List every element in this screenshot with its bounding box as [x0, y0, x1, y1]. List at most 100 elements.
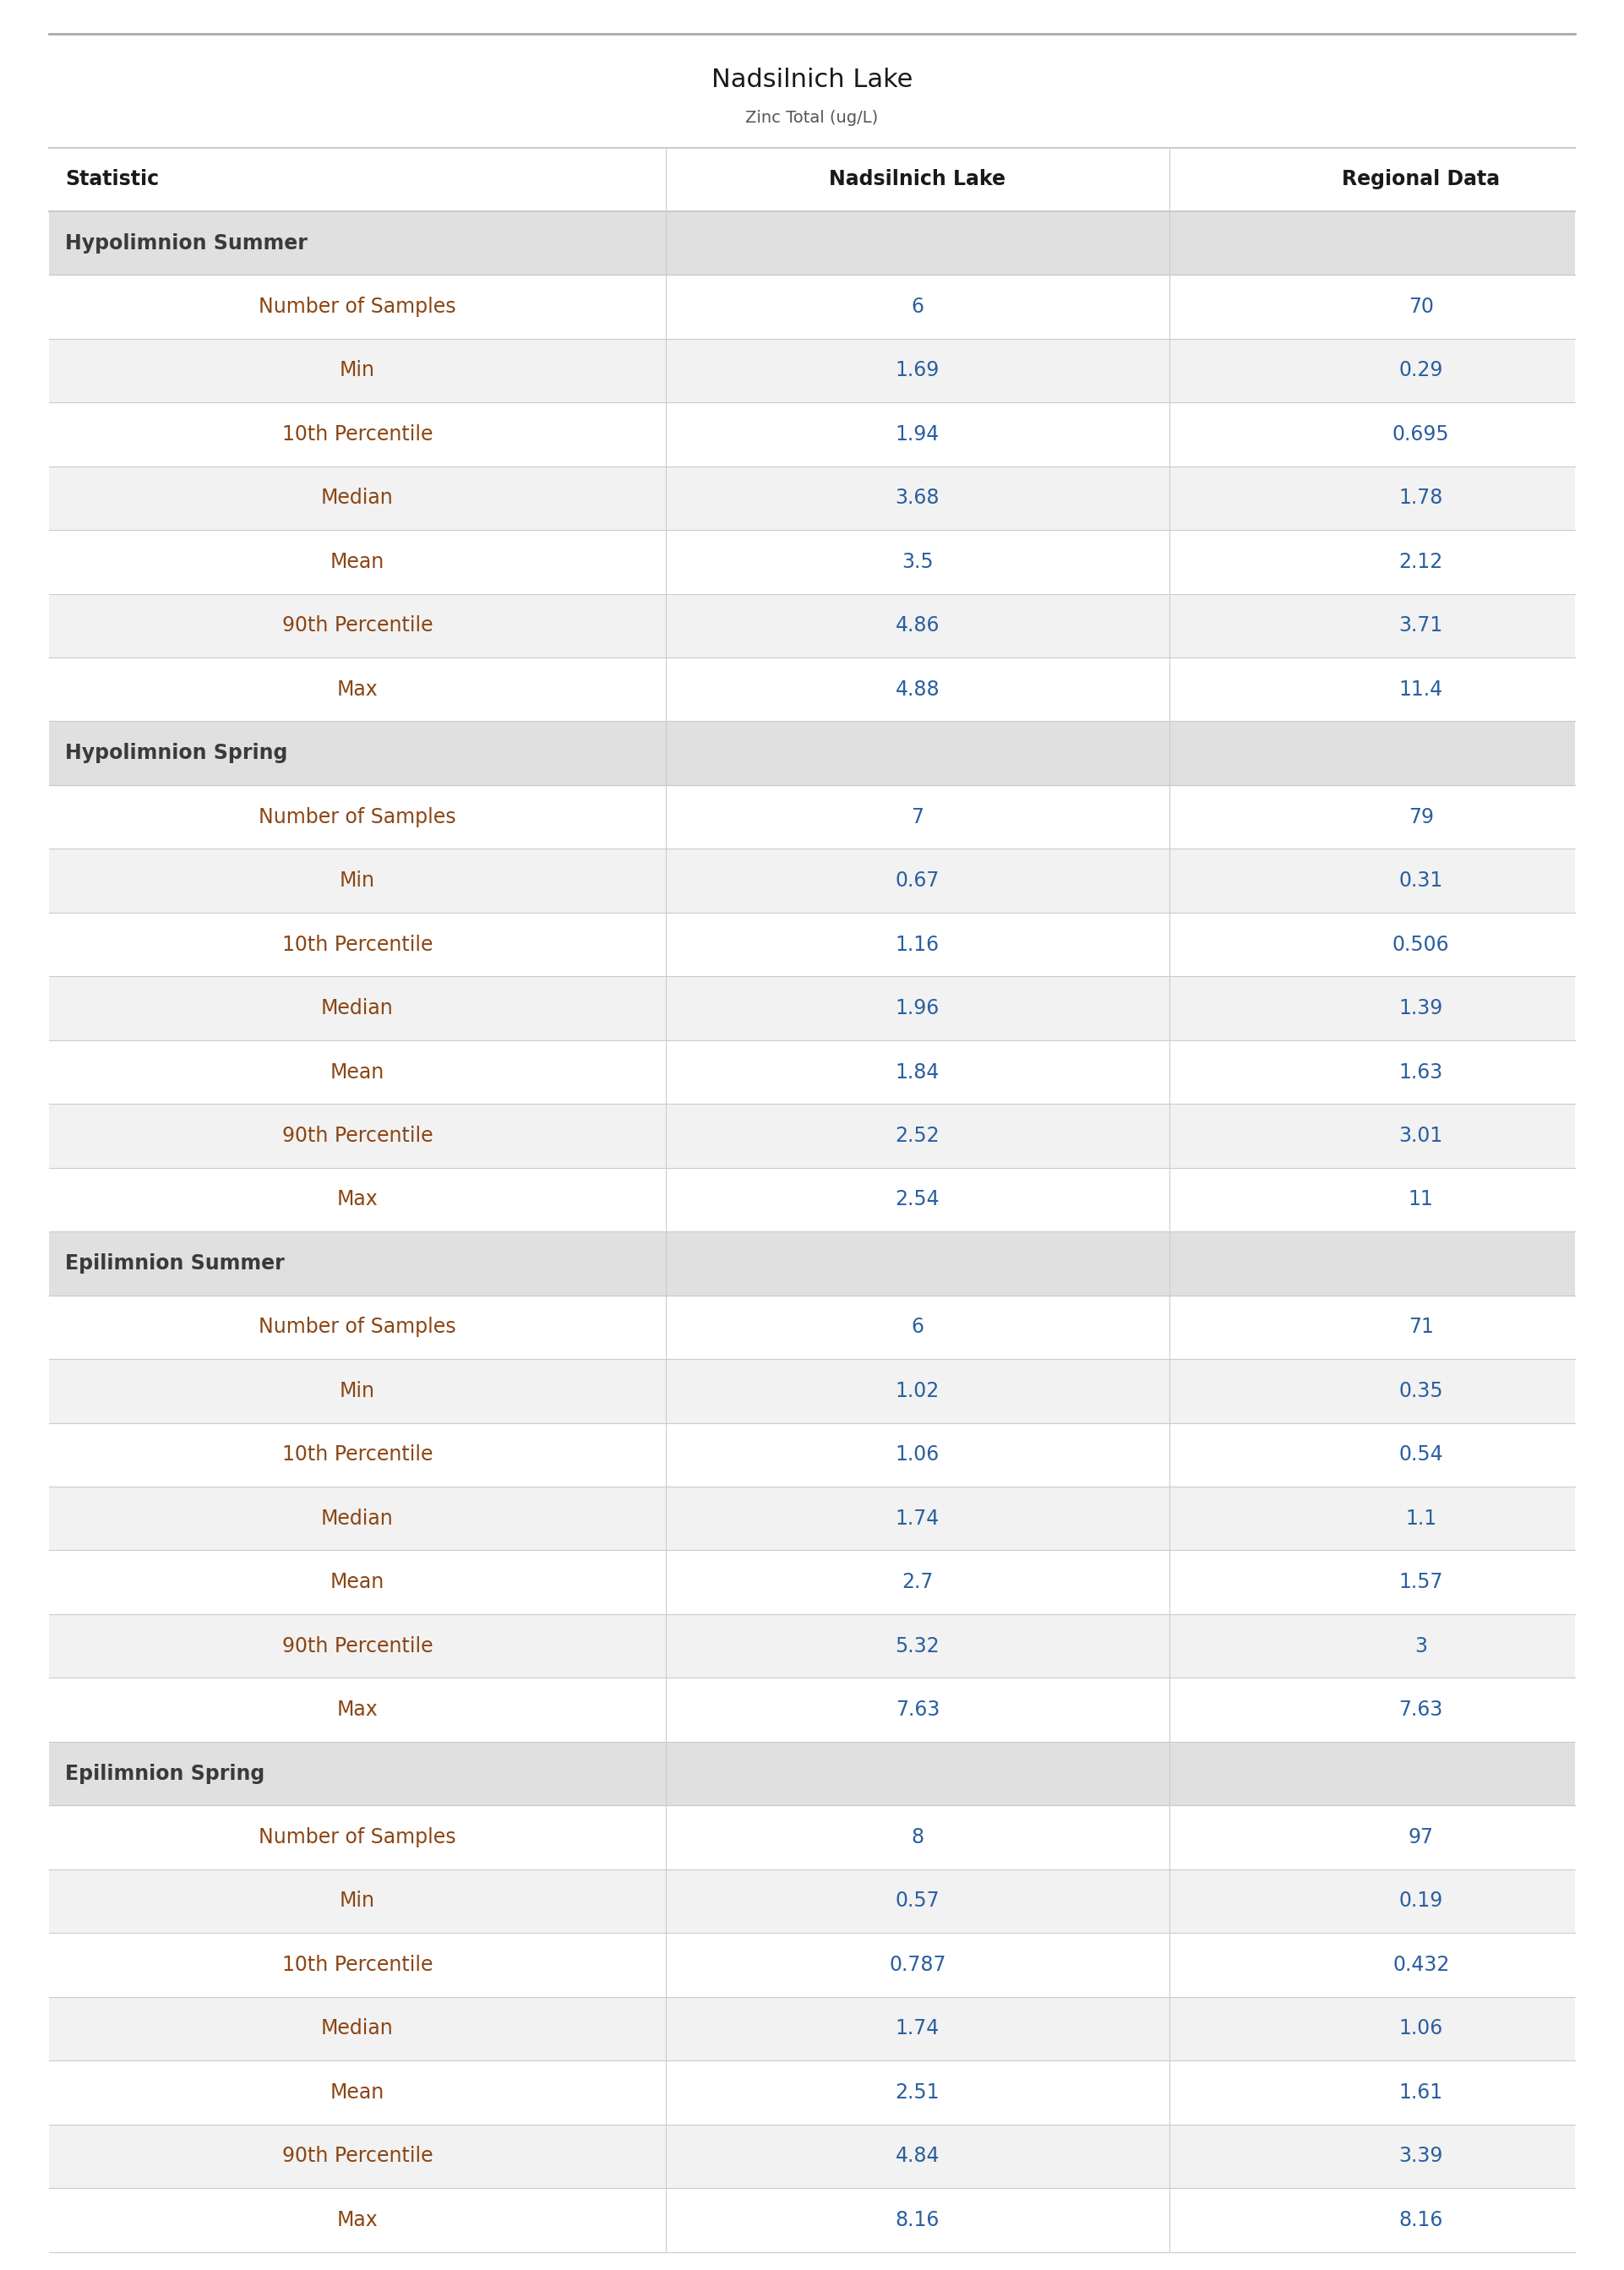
Text: Min: Min — [339, 872, 375, 890]
Text: 11: 11 — [1408, 1189, 1434, 1210]
Text: 2.7: 2.7 — [901, 1573, 934, 1591]
Bar — [49, 1040, 1575, 1103]
Text: 90th Percentile: 90th Percentile — [283, 1637, 432, 1657]
Bar — [49, 2188, 1575, 2252]
Text: Regional Data: Regional Data — [1341, 170, 1501, 188]
Text: 1.63: 1.63 — [1398, 1062, 1444, 1083]
Text: Min: Min — [339, 361, 375, 381]
Text: Number of Samples: Number of Samples — [258, 806, 456, 826]
Bar — [49, 1614, 1575, 1678]
Text: Number of Samples: Number of Samples — [258, 1317, 456, 1337]
Bar — [49, 1296, 1575, 1360]
Text: Hypolimnion Spring: Hypolimnion Spring — [65, 742, 287, 763]
Text: 1.84: 1.84 — [895, 1062, 940, 1083]
Bar — [49, 1805, 1575, 1868]
Bar — [49, 529, 1575, 595]
Text: 4.84: 4.84 — [895, 2145, 940, 2166]
Text: 0.29: 0.29 — [1398, 361, 1444, 381]
Text: 1.74: 1.74 — [895, 1507, 940, 1528]
Bar — [49, 913, 1575, 976]
Bar — [49, 338, 1575, 402]
Bar — [49, 2125, 1575, 2188]
Text: Mean: Mean — [330, 1062, 385, 1083]
Text: 8: 8 — [911, 1827, 924, 1848]
Text: 0.57: 0.57 — [895, 1891, 940, 1911]
Text: 1.1: 1.1 — [1405, 1507, 1437, 1528]
Text: Zinc Total (ug/L): Zinc Total (ug/L) — [745, 109, 879, 127]
Text: 3.68: 3.68 — [895, 488, 940, 508]
Text: 3.5: 3.5 — [901, 552, 934, 572]
Bar — [49, 1550, 1575, 1614]
Text: 3.39: 3.39 — [1398, 2145, 1444, 2166]
Text: Epilimnion Spring: Epilimnion Spring — [65, 1764, 265, 1784]
Text: 0.35: 0.35 — [1398, 1380, 1444, 1401]
Text: 4.88: 4.88 — [895, 679, 940, 699]
Text: 0.787: 0.787 — [888, 1954, 947, 1975]
Text: 7.63: 7.63 — [895, 1700, 940, 1721]
Bar — [49, 1167, 1575, 1233]
Text: 79: 79 — [1408, 806, 1434, 826]
Text: Max: Max — [336, 1189, 378, 1210]
Text: Median: Median — [322, 1507, 393, 1528]
Text: 97: 97 — [1408, 1827, 1434, 1848]
Text: 1.61: 1.61 — [1398, 2082, 1444, 2102]
Text: 1.96: 1.96 — [895, 999, 940, 1019]
Text: 1.74: 1.74 — [895, 2018, 940, 2038]
Text: 0.432: 0.432 — [1392, 1954, 1450, 1975]
Text: Mean: Mean — [330, 2082, 385, 2102]
Text: 10th Percentile: 10th Percentile — [283, 1954, 432, 1975]
Bar — [49, 1103, 1575, 1167]
Text: 4.86: 4.86 — [895, 615, 940, 636]
Text: Nadsilnich Lake: Nadsilnich Lake — [711, 68, 913, 91]
Text: 1.94: 1.94 — [895, 424, 940, 445]
Text: 70: 70 — [1408, 297, 1434, 318]
Text: 3: 3 — [1415, 1637, 1427, 1657]
Bar — [49, 211, 1575, 275]
Text: 8.16: 8.16 — [895, 2209, 940, 2229]
Text: 6: 6 — [911, 1317, 924, 1337]
Text: 1.57: 1.57 — [1398, 1573, 1444, 1591]
Text: 90th Percentile: 90th Percentile — [283, 1126, 432, 1146]
Text: 90th Percentile: 90th Percentile — [283, 2145, 432, 2166]
Text: 1.78: 1.78 — [1398, 488, 1444, 508]
Text: Statistic: Statistic — [65, 170, 159, 188]
Text: 1.69: 1.69 — [895, 361, 940, 381]
Text: 1.02: 1.02 — [895, 1380, 940, 1401]
Text: Number of Samples: Number of Samples — [258, 1827, 456, 1848]
Bar — [49, 722, 1575, 785]
Text: Median: Median — [322, 488, 393, 508]
Bar — [49, 849, 1575, 913]
Text: 5.32: 5.32 — [895, 1637, 940, 1657]
Text: 3.01: 3.01 — [1398, 1126, 1444, 1146]
Text: Mean: Mean — [330, 552, 385, 572]
Bar — [49, 1360, 1575, 1423]
Text: 0.54: 0.54 — [1398, 1444, 1444, 1464]
Text: 1.39: 1.39 — [1398, 999, 1444, 1019]
Bar — [49, 148, 1575, 211]
Text: Number of Samples: Number of Samples — [258, 297, 456, 318]
Text: 0.67: 0.67 — [895, 872, 940, 890]
Bar — [49, 1487, 1575, 1550]
Text: Epilimnion Summer: Epilimnion Summer — [65, 1253, 284, 1273]
Bar — [49, 976, 1575, 1040]
Text: Min: Min — [339, 1380, 375, 1401]
Text: 1.16: 1.16 — [895, 935, 940, 956]
Text: 1.06: 1.06 — [1398, 2018, 1444, 2038]
Bar — [49, 1233, 1575, 1296]
Text: 0.31: 0.31 — [1398, 872, 1444, 890]
Text: 10th Percentile: 10th Percentile — [283, 935, 432, 956]
Text: 90th Percentile: 90th Percentile — [283, 615, 432, 636]
Bar — [49, 1423, 1575, 1487]
Text: Hypolimnion Summer: Hypolimnion Summer — [65, 234, 307, 254]
Bar — [49, 658, 1575, 722]
Text: 2.54: 2.54 — [895, 1189, 940, 1210]
Text: Median: Median — [322, 2018, 393, 2038]
Bar — [49, 1868, 1575, 1934]
Text: Mean: Mean — [330, 1573, 385, 1591]
Text: 7.63: 7.63 — [1398, 1700, 1444, 1721]
Text: 11.4: 11.4 — [1398, 679, 1444, 699]
Text: Max: Max — [336, 1700, 378, 1721]
Bar — [49, 785, 1575, 849]
Bar — [49, 1741, 1575, 1805]
Text: 3.71: 3.71 — [1398, 615, 1444, 636]
